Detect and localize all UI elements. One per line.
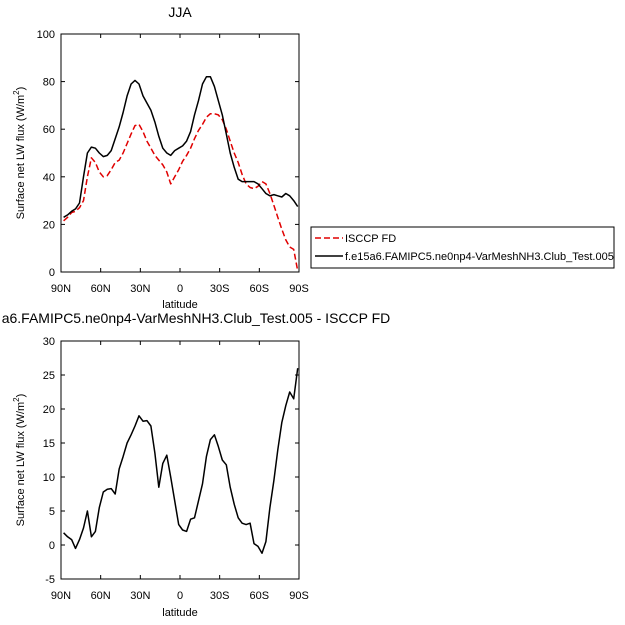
- top-panel: JJA 0 20 40 60 80 100 90N 60N 30N 0 30S 60S 90S lat…: [12, 4, 309, 311]
- y-tick-label: 60: [43, 124, 55, 136]
- y-tick-label: 100: [37, 29, 55, 41]
- x-tick-label: 30S: [210, 590, 230, 602]
- legend-label-isccp: ISCCP FD: [345, 233, 396, 245]
- y-tick-label: 80: [43, 77, 55, 89]
- bottom-y-axis-title-main: Surface net LW flux (W/m: [15, 402, 27, 527]
- bottom-y-axis-title-sup: 2: [12, 397, 21, 402]
- y-tick-label: 25: [43, 370, 55, 382]
- bottom-y-axis-title: Surface net LW flux (W/m2): [12, 394, 27, 527]
- top-y-axis-title-sup: 2: [12, 90, 21, 95]
- y-tick-label: 0: [49, 540, 55, 552]
- bottom-x-axis-title: latitude: [162, 607, 197, 619]
- x-tick-label: 60N: [91, 590, 111, 602]
- x-tick-label: 90N: [51, 283, 71, 295]
- x-tick-label: 30N: [130, 283, 150, 295]
- bottom-x-ticks: 90N 60N 30N 0 30S 60S 90S: [51, 341, 309, 602]
- y-tick-label: -5: [45, 574, 55, 586]
- top-series-lines: [63, 76, 299, 271]
- top-y-axis-title-tail: ): [15, 87, 27, 91]
- legend: ISCCP FD f.e15a6.FAMIPC5.ne0np4-VarMeshN…: [310, 226, 615, 269]
- bottom-title: a6.FAMIPC5.ne0np4-VarMeshNH3.Club_Test.0…: [2, 310, 391, 326]
- x-tick-label: 60S: [250, 590, 270, 602]
- top-x-ticks: 90N 60N 30N 0 30S 60S 90S: [51, 34, 309, 295]
- x-tick-label: 60S: [250, 283, 270, 295]
- top-y-axis-title: Surface net LW flux (W/m2): [12, 87, 27, 220]
- x-tick-label: 30N: [130, 590, 150, 602]
- series-line-1-0: [63, 368, 299, 554]
- x-tick-label: 90S: [289, 283, 309, 295]
- legend-label-model: f.e15a6.FAMIPC5.ne0np4-VarMeshNH3.Club_T…: [345, 251, 614, 263]
- top-title: JJA: [168, 4, 192, 20]
- y-tick-label: 5: [49, 506, 55, 518]
- x-tick-label: 60N: [91, 283, 111, 295]
- x-tick-label: 0: [177, 590, 183, 602]
- y-tick-label: 15: [43, 438, 55, 450]
- x-tick-label: 30S: [210, 283, 230, 295]
- series-line-0-1: [63, 76, 299, 218]
- top-y-ticks: 0 20 40 60 80 100: [37, 29, 299, 279]
- y-tick-label: 30: [43, 336, 55, 348]
- legend-box: [310, 226, 615, 269]
- bottom-plot-frame: [60, 340, 300, 580]
- bottom-series-lines: [63, 368, 299, 554]
- x-tick-label: 0: [177, 283, 183, 295]
- x-tick-label: 90S: [289, 590, 309, 602]
- bottom-y-ticks: -5 0 5 10 15 20 25 30: [43, 336, 299, 586]
- series-line-0-0: [63, 112, 299, 271]
- top-x-axis-title: latitude: [162, 299, 197, 311]
- y-tick-label: 20: [43, 219, 55, 231]
- y-tick-label: 40: [43, 172, 55, 184]
- top-y-axis-title-main: Surface net LW flux (W/m: [15, 95, 27, 220]
- y-tick-label: 20: [43, 404, 55, 416]
- x-tick-label: 90N: [51, 590, 71, 602]
- top-plot-frame: [60, 33, 300, 273]
- bottom-panel: a6.FAMIPC5.ne0np4-VarMeshNH3.Club_Test.0…: [2, 310, 391, 619]
- y-tick-label: 10: [43, 472, 55, 484]
- bottom-y-axis-title-tail: ): [15, 394, 27, 398]
- y-tick-label: 0: [49, 267, 55, 279]
